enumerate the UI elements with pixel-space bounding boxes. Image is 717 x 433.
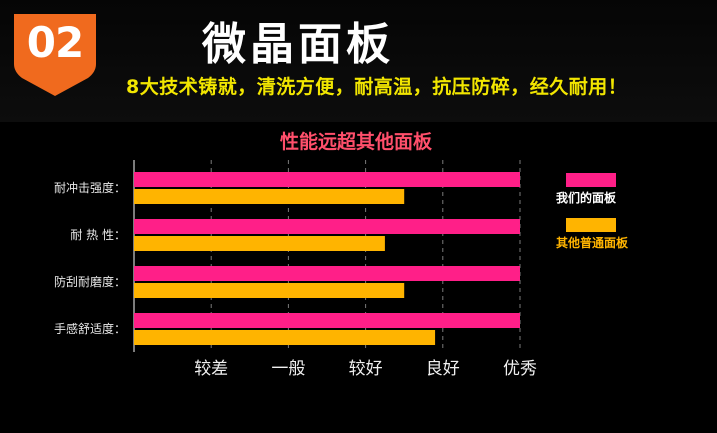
tick-label: 优秀 (503, 359, 537, 379)
legend-swatch-others (566, 218, 616, 232)
category-label: 防刮耐磨度： (54, 274, 126, 289)
bar-others (134, 330, 436, 345)
badge-number: 02 (26, 18, 84, 67)
bar-ours (134, 266, 520, 281)
legend-label-ours: 我们的面板 (556, 190, 617, 205)
bar-others (134, 236, 385, 251)
bar-layer (134, 172, 520, 345)
tick-label: 较好 (349, 359, 383, 379)
legend-swatch-ours (566, 173, 616, 187)
category-label: 耐 热 性： (70, 228, 126, 242)
page-subtitle: 8大技术铸就，清洗方便，耐高温，抗压防碎，经久耐用！ (126, 76, 628, 98)
tick-label: 较差 (194, 359, 228, 379)
legend-label-others: 其他普通面板 (556, 235, 629, 250)
chart-title: 性能远超其他面板 (280, 130, 433, 153)
tick-labels: 较差 一般 较好 良好 优秀 (194, 359, 537, 379)
bar-ours (134, 172, 520, 187)
legend-label-bg (552, 190, 644, 210)
tick-label: 良好 (426, 359, 460, 379)
tick-label: 一般 (271, 359, 305, 379)
page-title: 微晶面板 (202, 19, 394, 70)
category-labels: 耐冲击强度： 耐 热 性： 防刮耐磨度： 手感舒适度： (54, 180, 126, 336)
bar-ours (134, 219, 520, 234)
bar-ours (134, 313, 520, 328)
category-label: 手感舒适度： (54, 321, 126, 336)
header-band (0, 0, 717, 122)
badge-shield-icon (14, 14, 96, 96)
bar-others (134, 189, 405, 204)
category-label: 耐冲击强度： (54, 180, 126, 195)
bar-others (134, 283, 405, 298)
